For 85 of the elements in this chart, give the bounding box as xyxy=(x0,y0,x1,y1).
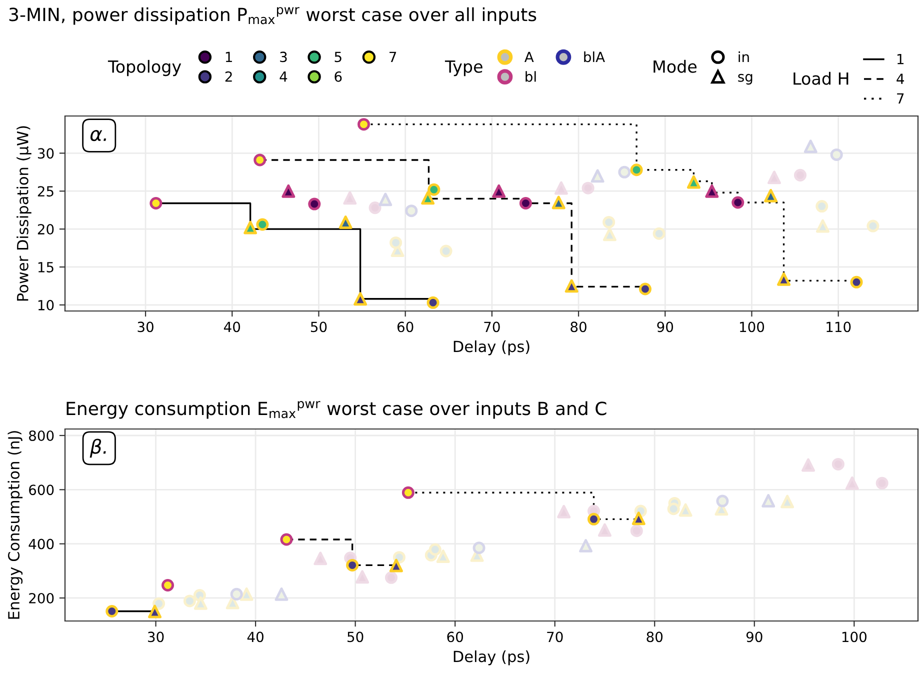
y-axis-title: Energy Consumption (nJ) xyxy=(8,431,23,619)
text: Mode xyxy=(654,60,697,73)
legend-label: 7 xyxy=(390,52,396,62)
legend-label: 2 xyxy=(225,71,232,82)
y-tick-label: 30 xyxy=(38,148,54,159)
y-tick-label: 20 xyxy=(38,224,54,235)
x-tick-label: 70 xyxy=(484,322,500,332)
point xyxy=(356,570,370,584)
x-tick-label: 70 xyxy=(547,632,563,642)
x-tick-label: 60 xyxy=(447,632,463,642)
text: Topology xyxy=(108,60,182,76)
point xyxy=(554,181,568,195)
point xyxy=(632,512,646,526)
point xyxy=(240,587,254,601)
point xyxy=(590,169,604,183)
point xyxy=(378,192,392,206)
legend-label: 4 xyxy=(896,74,904,84)
point xyxy=(678,503,692,517)
point xyxy=(705,184,719,198)
chart-title: 3-MIN, power dissipation P$_{max}$$^{pwr}$ worst case over all inputs xyxy=(9,7,536,25)
legend-label: 4 xyxy=(280,72,288,82)
x-tick-label: 90 xyxy=(657,322,674,332)
y-tick-label: 200 xyxy=(29,592,54,604)
point xyxy=(314,552,328,566)
legend-label: 5 xyxy=(334,52,342,62)
point xyxy=(762,494,776,508)
legend-label: 7 xyxy=(897,93,904,104)
legend-label: A xyxy=(524,52,534,62)
y-tick-label: 800 xyxy=(29,430,54,441)
x-tick-label: 60 xyxy=(397,322,414,332)
text: Type xyxy=(444,60,482,76)
y-tick-label: 10 xyxy=(38,300,54,310)
legend-label: 1 xyxy=(897,54,904,64)
y-axis-title: Power Dissipation (μW) xyxy=(16,126,32,301)
point xyxy=(390,558,403,572)
x-tick-label: 100 xyxy=(740,322,764,332)
x-tick-label: 30 xyxy=(138,322,154,332)
chart-title: Energy consumption E$_{max}$$^{pwr}$ worst case over inputs B and C xyxy=(66,401,606,419)
x-tick-label: 40 xyxy=(224,322,240,332)
x-tick-label: 90 xyxy=(746,632,762,642)
x-tick-label: 40 xyxy=(247,632,264,642)
legend-label: in xyxy=(738,51,749,62)
point xyxy=(274,587,288,601)
x-axis-title: Delay (ps) xyxy=(454,340,530,356)
legend-label: 1 xyxy=(226,52,232,62)
x-tick-label: 80 xyxy=(570,322,586,332)
point xyxy=(845,476,859,490)
y-tick-label: 400 xyxy=(28,538,54,550)
annotation: α. xyxy=(90,130,106,142)
x-tick-label: 50 xyxy=(310,322,327,332)
point xyxy=(436,550,450,563)
point xyxy=(282,184,296,198)
legend-label: 6 xyxy=(334,71,342,82)
point xyxy=(780,494,794,508)
text: Load H xyxy=(794,72,848,85)
point xyxy=(602,228,616,242)
legend-label: sg xyxy=(738,74,752,85)
point xyxy=(579,539,592,552)
legend-label: 3 xyxy=(280,52,287,62)
y-tick-label: 25 xyxy=(38,186,54,197)
point xyxy=(804,140,818,154)
x-axis-title: Delay (ps) xyxy=(454,650,530,666)
y-tick-label: 15 xyxy=(38,262,54,272)
point xyxy=(764,188,778,202)
point xyxy=(338,216,352,229)
point xyxy=(552,196,566,210)
x-tick-label: 80 xyxy=(646,632,663,642)
legend-label: bl xyxy=(526,71,536,82)
point xyxy=(194,596,208,610)
point xyxy=(557,504,571,518)
point xyxy=(148,604,162,618)
x-tick-label: 100 xyxy=(842,632,866,642)
legend-label: blA xyxy=(584,51,605,62)
point xyxy=(226,596,240,610)
annotation: β. xyxy=(90,438,106,458)
x-tick-label: 110 xyxy=(826,322,851,332)
x-tick-label: 50 xyxy=(348,632,364,642)
point xyxy=(802,458,815,472)
x-tick-label: 30 xyxy=(148,632,164,642)
point xyxy=(816,219,830,233)
point xyxy=(598,523,612,537)
point xyxy=(768,170,781,184)
point xyxy=(343,191,357,205)
point xyxy=(492,184,506,198)
y-tick-label: 600 xyxy=(29,484,54,496)
